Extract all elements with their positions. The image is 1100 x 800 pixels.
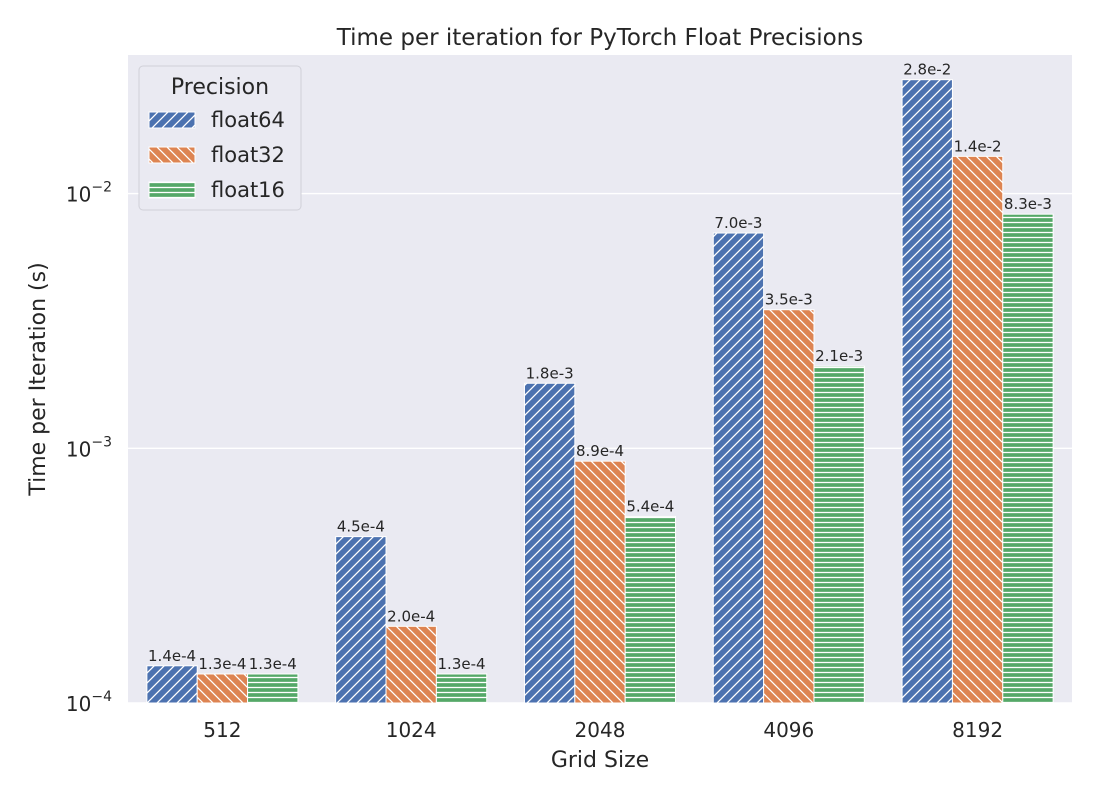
- bars: [146, 79, 1054, 704]
- data-label-float16-8192: 8.3e-3: [1004, 195, 1052, 213]
- legend-box: [138, 65, 302, 211]
- bar-float32-2048: [574, 460, 626, 704]
- bar-float16-1024: [435, 673, 488, 704]
- data-label-float32-8192: 1.4e-2: [954, 137, 1002, 155]
- x-tick-label: 512: [203, 718, 241, 742]
- bar-float16-8192: [1002, 213, 1054, 704]
- data-label-float64-1024: 4.5e-4: [337, 518, 385, 536]
- y-tick-label: 10−4: [66, 689, 112, 716]
- x-tick-label: 2048: [575, 718, 626, 742]
- x-tick-label: 4096: [763, 718, 814, 742]
- y-axis-ticks: 10−4 10−3 10−2: [66, 180, 112, 716]
- chart-title: Time per iteration for PyTorch Float Pre…: [336, 25, 863, 51]
- data-label-float32-2048: 8.9e-4: [576, 442, 624, 460]
- data-label-float16-2048: 5.4e-4: [626, 497, 674, 515]
- data-label-float32-1024: 2.0e-4: [387, 607, 435, 625]
- legend-swatch-float32: [148, 146, 196, 164]
- x-tick-label: 1024: [386, 718, 437, 742]
- bar-float64-8192: [901, 79, 953, 704]
- x-tick-label: 8192: [952, 718, 1003, 742]
- x-axis-label: Grid Size: [551, 748, 649, 773]
- legend-items: float64 float32 float16: [148, 108, 285, 202]
- data-label-float64-512: 1.4e-4: [148, 647, 196, 665]
- y-axis-label: Time per Iteration (s): [26, 262, 51, 496]
- data-label-float64-4096: 7.0e-3: [714, 214, 762, 232]
- legend: Precision float64 float32 float16: [138, 65, 302, 211]
- bar-float64-512: [146, 665, 198, 704]
- y-tick-label: 10−3: [66, 434, 112, 461]
- bar-float64-4096: [712, 232, 765, 704]
- bar-float64-2048: [523, 382, 576, 704]
- bar-float16-512: [247, 673, 299, 704]
- data-label-float64-8192: 2.8e-2: [903, 61, 951, 79]
- y-tick-label: 10−2: [66, 180, 112, 207]
- data-label-float16-512: 1.3e-4: [249, 655, 297, 673]
- legend-swatch-float16: [148, 181, 196, 199]
- legend-label-float16: float16: [211, 178, 285, 202]
- bar-float64-1024: [335, 536, 387, 704]
- bar-float16-2048: [624, 515, 677, 704]
- x-axis-ticks: 512 1024 2048 4096 8192: [203, 718, 1003, 742]
- bar-float32-1024: [385, 625, 437, 704]
- bar-float32-512: [196, 673, 249, 704]
- data-label-float32-512: 1.3e-4: [198, 655, 246, 673]
- data-label-float16-1024: 1.3e-4: [438, 655, 486, 673]
- legend-label-float32: float32: [211, 143, 285, 167]
- legend-title: Precision: [171, 75, 269, 100]
- data-label-float16-4096: 2.1e-3: [815, 347, 863, 365]
- bar-float16-4096: [813, 365, 865, 704]
- bar-float32-4096: [763, 309, 815, 704]
- data-labels: 1.4e-4 1.3e-4 1.3e-44.5e-42.0e-41.3e-41.8e…: [148, 61, 1052, 673]
- legend-swatch-float64: [148, 111, 196, 129]
- bar-float32-8192: [951, 155, 1004, 704]
- data-label-float64-2048: 1.8e-3: [526, 364, 574, 382]
- legend-label-float64: float64: [211, 108, 285, 132]
- data-label-float32-4096: 3.5e-3: [765, 291, 813, 309]
